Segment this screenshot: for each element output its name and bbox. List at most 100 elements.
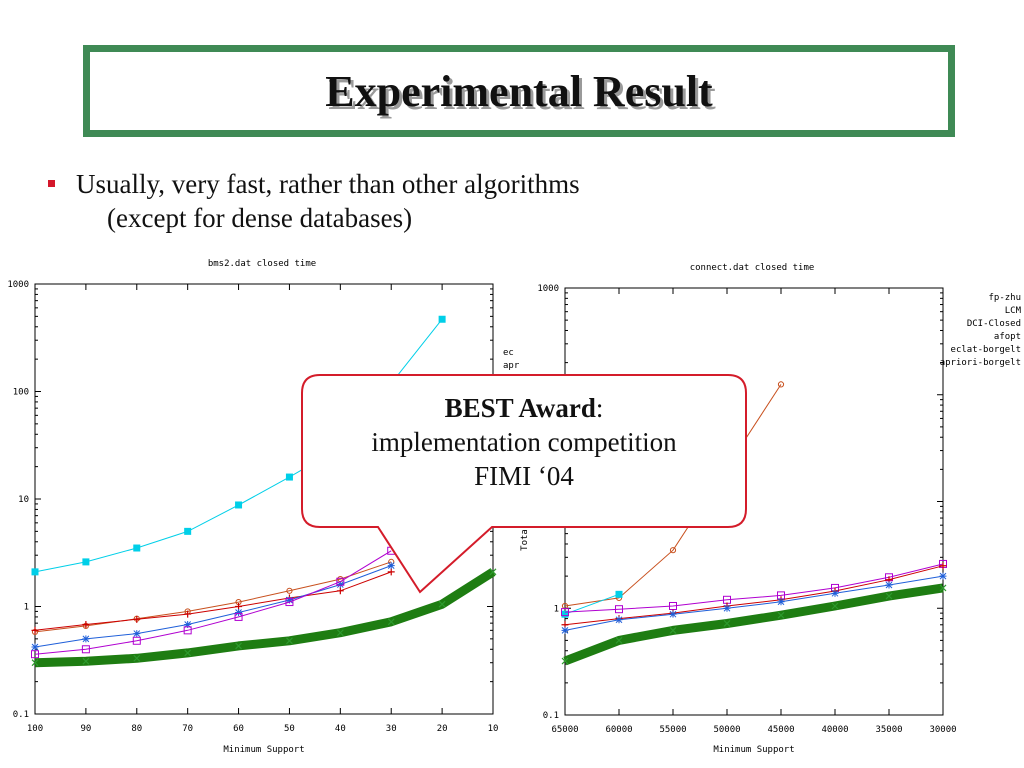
bullet-text-line2: (except for dense databases) [107,203,413,233]
chart1-series-green-point [31,659,39,667]
chart1-series-green-line [34,568,496,668]
chart2-series-magenta-point [615,605,623,614]
chart1-series-blue-point [31,643,39,651]
chart2-series-green-point [669,626,677,634]
chart2-series-green-point [777,611,785,619]
chart1-series-blue-point [184,621,192,629]
bullet-point: Usually, very fast, rather than other al… [48,167,580,235]
chart2-xtick-label: 45000 [767,725,794,735]
chart2-legend-entry: afopt [994,332,1021,342]
chart1-ytick-label: 100 [13,388,29,398]
chart2-xtick-label: 50000 [713,725,740,735]
chart1-series-cyan-point [133,544,141,552]
chart1-ytick-label: 1000 [7,280,29,290]
chart1-series-blue-point [235,608,243,616]
chart1-series-orange-line [34,561,392,633]
chart1-ytick-label: 10 [18,495,29,505]
chart1-series-green-point [489,568,497,576]
chart1-series-green-point [438,600,446,608]
chart1-xtick-label: 10 [488,724,499,734]
chart1-xtick-label: 100 [27,724,43,734]
chart1-series-red-point [387,568,395,576]
chart1-series-green-point [235,642,242,650]
chart2-xtick-label: 55000 [659,725,686,735]
chart1-series-cyan-point [31,568,39,576]
chart1-legend-entry: apr [503,361,520,371]
chart1-series-red-point [336,587,344,595]
chart2-xtick-label: 35000 [875,725,902,735]
chart2-ytick-label: 0.1 [543,711,559,721]
chart2-series-blue-point [939,572,947,580]
chart1-series-magenta-point [31,650,39,659]
callout-colon: : [595,393,604,423]
chart2-series-green-point [939,584,947,592]
chart2-series-cyan-point [561,610,569,618]
chart1-series-red-point [184,610,192,618]
callout-text: BEST Award: implementation competition F… [302,391,746,493]
chart1-series-red-point [235,603,243,610]
chart1-series-red-point [82,621,90,629]
chart1-series-magenta-point [81,645,90,654]
chart1-series-cyan-point [82,558,90,566]
chart1-series-cyan-point [285,473,293,481]
chart1-series-red-point [133,615,141,623]
chart2-series-blue-point [831,589,839,597]
slide-title: Experimental Result [325,66,713,116]
chart2-xtick-label: 40000 [821,725,848,735]
chart1-series-magenta-point [132,636,141,645]
chart2-series-magenta-point [561,608,569,617]
chart2-series-blue-point [723,604,731,612]
title-frame: Experimental Result [83,45,955,137]
chart1-xtick-label: 40 [335,724,346,734]
chart1-series-green-point [336,629,344,637]
chart1-xtick-label: 60 [233,724,244,734]
chart2-ylabel: Tota [520,529,530,551]
chart1-series-blue-point [336,581,344,589]
chart2-legend-entry: apriori-borgelt [940,358,1021,368]
callout-line3: FIMI ‘04 [474,461,574,491]
chart1-ytick-label: 0.1 [13,710,29,720]
chart1-xlabel: Minimum Support [223,745,304,755]
chart1-series-green-point [82,657,90,665]
chart2-series-green-point [615,636,623,644]
chart2-series-green-line [563,583,944,666]
chart1-xtick-label: 20 [437,724,448,734]
chart2-series-blue-point [669,610,677,618]
chart1-series-green-point [133,654,141,662]
chart1-series-blue-point [133,630,141,638]
chart1-legend-entry: ec [503,348,514,358]
chart2-series-green-point [561,657,569,665]
chart1-series-cyan-point [235,501,243,509]
chart2-legend-entry: fp-zhu [988,293,1021,303]
chart2-legend-entry: eclat-borgelt [951,345,1021,355]
chart2-series-orange-point [669,547,677,554]
chart1-xtick-label: 30 [386,724,397,734]
chart1-series-orange-point [286,587,293,594]
chart2-legend-entry: DCI-Closed [967,319,1021,329]
callout-bubble [301,374,747,594]
chart2-xtick-label: 30000 [929,725,956,735]
chart1-series-magenta-point [336,577,345,586]
chart1-series-blue-point [387,562,395,570]
chart1-series-green-point [387,618,395,626]
callout-bold-label: BEST Award [444,393,596,423]
chart2-series-blue-line [564,575,944,631]
chart1-series-blue-line [34,565,392,648]
chart1-series-magenta-point [285,598,294,607]
callout-line2: implementation competition [371,427,677,457]
chart2-ytick-label: 1000 [537,284,559,294]
chart1-series-blue-point [285,596,293,604]
chart2-series-red-point [939,562,947,570]
chart1-series-magenta-point [234,612,243,621]
title-box: Experimental Result [88,50,950,132]
chart1-series-green-point [286,637,293,645]
bullet-text-line1: Usually, very fast, rather than other al… [76,169,580,199]
chart1-xtick-label: 70 [182,724,193,734]
chart2-series-green-point [831,602,839,610]
chart2-series-magenta-line [564,563,944,613]
chart1-xtick-label: 80 [131,724,142,734]
chart1-xtick-label: 50 [284,724,295,734]
chart2-xtick-label: 65000 [551,725,578,735]
bullet-square-icon [48,180,55,187]
chart2-series-blue-point [777,598,785,606]
